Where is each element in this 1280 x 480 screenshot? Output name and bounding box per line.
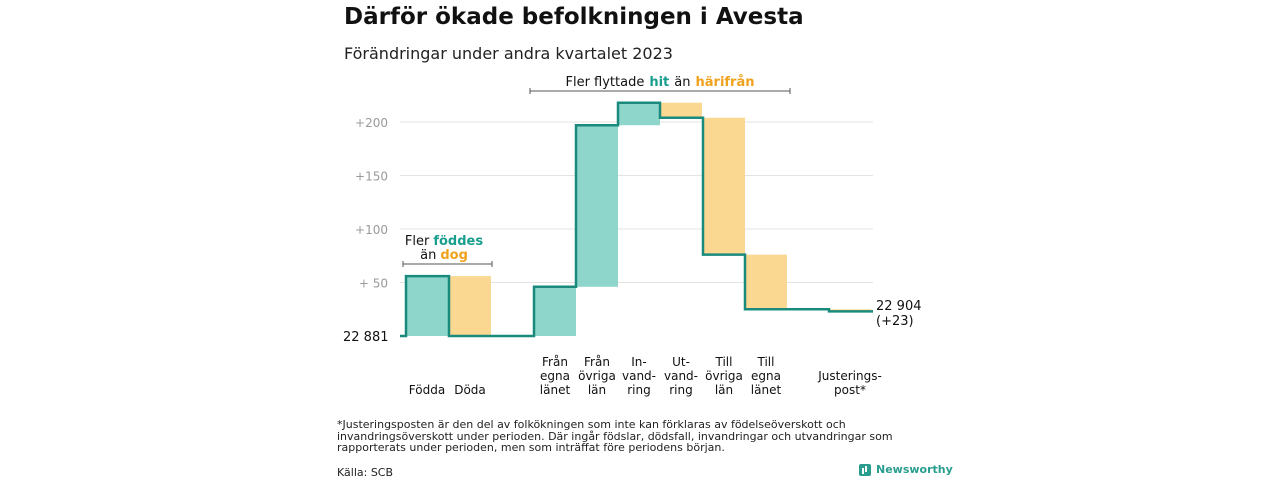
bar-1	[406, 276, 448, 336]
bar-3	[534, 286, 576, 336]
x-label-8-line-1: Till	[757, 355, 775, 369]
x-label-4: Från övriga län	[578, 355, 616, 397]
x-label-7-line-1: Till	[715, 355, 733, 369]
x-label-8-line-2: egna	[751, 369, 781, 383]
bar-layer	[406, 102, 871, 336]
left-annotation-pre: Fler	[405, 234, 430, 249]
left-annotation-line1: Fler föddes	[405, 234, 483, 249]
x-label-9-line-1: Justerings-	[817, 369, 882, 383]
y-tick-label-100: +100	[355, 223, 388, 237]
x-label-5: In-vand-ring	[622, 355, 656, 397]
y-tick-label-200: +200	[355, 116, 388, 130]
y-tick-label-150: +150	[355, 170, 388, 184]
x-label-5-line-3: ring	[627, 383, 651, 397]
x-label-9: Justerings-post*	[817, 369, 882, 397]
x-label-4-line-2: övriga	[578, 369, 616, 383]
x-label-1: Födda	[409, 383, 445, 397]
chart-subtitle: Förändringar under andra kvartalet 2023	[344, 44, 673, 63]
bar-8	[745, 254, 787, 310]
left-annotation-an: än	[420, 248, 436, 263]
top-annotation: Fler flyttade hit än härifrån	[565, 75, 754, 90]
bar-6	[660, 102, 702, 118]
bar-2	[449, 276, 491, 336]
top-annotation-pre: Fler flyttade	[565, 75, 644, 90]
bar-5	[618, 102, 660, 126]
left-annotation-line2: än dog	[420, 248, 468, 263]
source: Källa: SCB	[337, 466, 394, 479]
left-annotation-foddes: föddes	[433, 234, 483, 249]
x-label-6-line-2: vand-	[664, 369, 698, 383]
footnote: *Justeringsposten är den del av folkökni…	[337, 418, 893, 454]
x-label-3: Från egna länet	[540, 355, 571, 397]
x-label-8-line-3: länet	[751, 383, 782, 397]
top-annotation-harifran: härifrån	[696, 75, 755, 90]
newsworthy-logo-icon	[859, 463, 871, 476]
x-label-1-line-1: Födda	[409, 383, 445, 397]
bar-7	[703, 117, 745, 255]
end-change-label: (+23)	[876, 314, 914, 329]
x-label-7: Till övriga län	[705, 355, 743, 397]
x-label-3-line-2: egna	[540, 369, 570, 383]
newsworthy-logo-text: Newsworthy	[876, 463, 953, 476]
x-label-8: Till egna länet	[751, 355, 782, 397]
chart-title: Därför ökade befolkningen i Avesta	[344, 4, 804, 30]
x-label-4-line-1: Från	[584, 355, 610, 369]
x-label-9-line-2: post*	[834, 383, 866, 397]
bar-4	[576, 125, 618, 287]
x-label-3-line-3: länet	[540, 383, 571, 397]
top-annotation-mid: än	[674, 75, 690, 90]
left-annotation-dog: dog	[440, 248, 468, 263]
line-layer	[400, 101, 873, 338]
x-label-4-line-3: län	[588, 383, 606, 397]
x-label-7-line-2: övriga	[705, 369, 743, 383]
x-label-2-line-1: Döda	[454, 383, 486, 397]
y-tick-label-50: + 50	[359, 277, 388, 291]
start-value-label: 22 881	[343, 330, 389, 345]
x-label-6-line-3: ring	[669, 383, 693, 397]
x-label-7-line-3: län	[715, 383, 733, 397]
end-value-label: 22 904	[876, 299, 922, 314]
x-label-5-line-2: vand-	[622, 369, 656, 383]
top-annotation-hit: hit	[649, 75, 669, 90]
x-label-3-line-1: Från	[542, 355, 568, 369]
x-label-5-line-1: In-	[631, 355, 646, 369]
newsworthy-logo: Newsworthy	[859, 463, 953, 476]
cumulative-step-line	[400, 101, 873, 338]
x-label-2: Döda	[454, 383, 486, 397]
x-label-6: Ut-vand-ring	[664, 355, 698, 397]
x-label-6-line-1: Ut-	[672, 355, 690, 369]
